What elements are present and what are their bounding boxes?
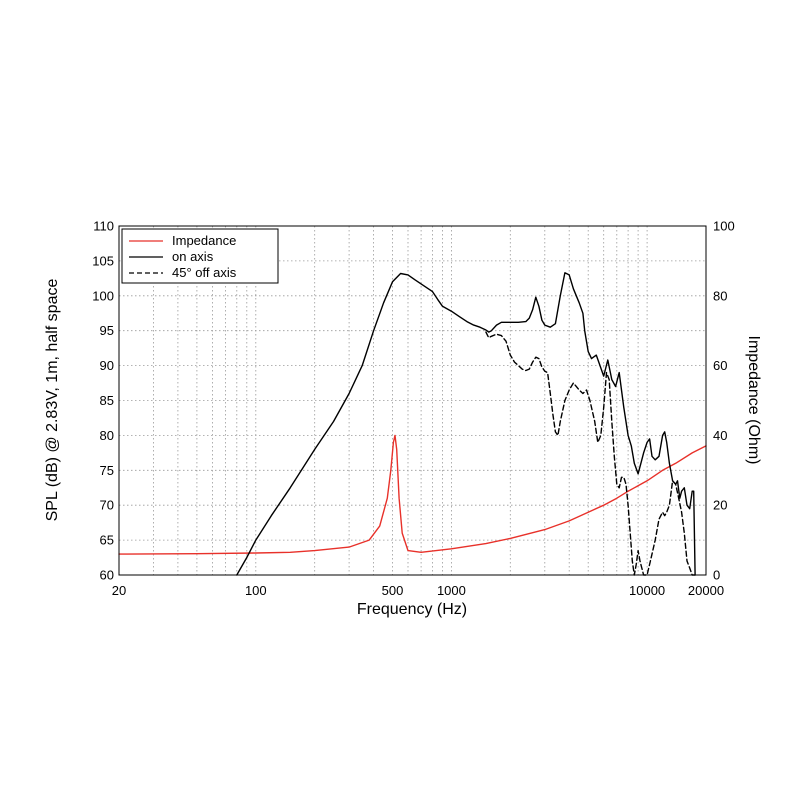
series-line-on-axis (236, 272, 696, 576)
y-tick-label: 75 (100, 463, 114, 478)
y-tick-label: 85 (100, 393, 114, 408)
legend-box (121, 228, 279, 284)
y-tick-label: 110 (93, 219, 114, 234)
x-tick-label: 100 (245, 583, 267, 598)
legend-label-impedance: Impedance (172, 233, 236, 248)
y-tick-label: 90 (100, 358, 114, 373)
y2-tick-label: 100 (713, 219, 735, 234)
x-tick-label: 500 (382, 583, 404, 598)
x-tick-label: 10000 (629, 583, 665, 598)
series-line-impedance (118, 434, 707, 555)
y-tick-label: 65 (100, 533, 114, 548)
plot-frame (118, 225, 707, 576)
x-axis-title: Frequency (Hz) (357, 601, 467, 618)
y-tick-label: 95 (100, 323, 114, 338)
x-tick-label: 20 (112, 583, 126, 598)
legend-label-off-axis: 45° off axis (172, 265, 237, 280)
y2-tick-label: 60 (713, 358, 727, 373)
x-tick-label: 1000 (437, 583, 466, 598)
legend-label-on-axis: on axis (172, 249, 214, 264)
y-tick-label: 60 (100, 568, 114, 583)
y2-tick-label: 0 (713, 568, 720, 583)
series-line-45-off-axis (485, 331, 696, 576)
y-tick-label: 100 (92, 288, 114, 303)
y-tick-label: 105 (92, 253, 114, 268)
y2-axis-title: Impedance (Ohm) (745, 336, 762, 465)
tick-labels: 20 100 500 1000 10000 20000606570758085909510… (92, 219, 734, 599)
y-tick-label: 70 (100, 498, 114, 513)
grid-lines (119, 226, 706, 575)
series-lines (118, 272, 707, 576)
x-tick-label: 20000 (688, 583, 724, 598)
y2-tick-label: 80 (713, 288, 727, 303)
legend: Impedance on axis 45° off axis (121, 228, 279, 284)
y-tick-label: 80 (100, 428, 114, 443)
y-axis-title: SPL (dB) @ 2.83V, 1m, half space (44, 279, 61, 522)
y2-tick-label: 20 (713, 498, 727, 513)
y2-tick-label: 40 (713, 428, 727, 443)
